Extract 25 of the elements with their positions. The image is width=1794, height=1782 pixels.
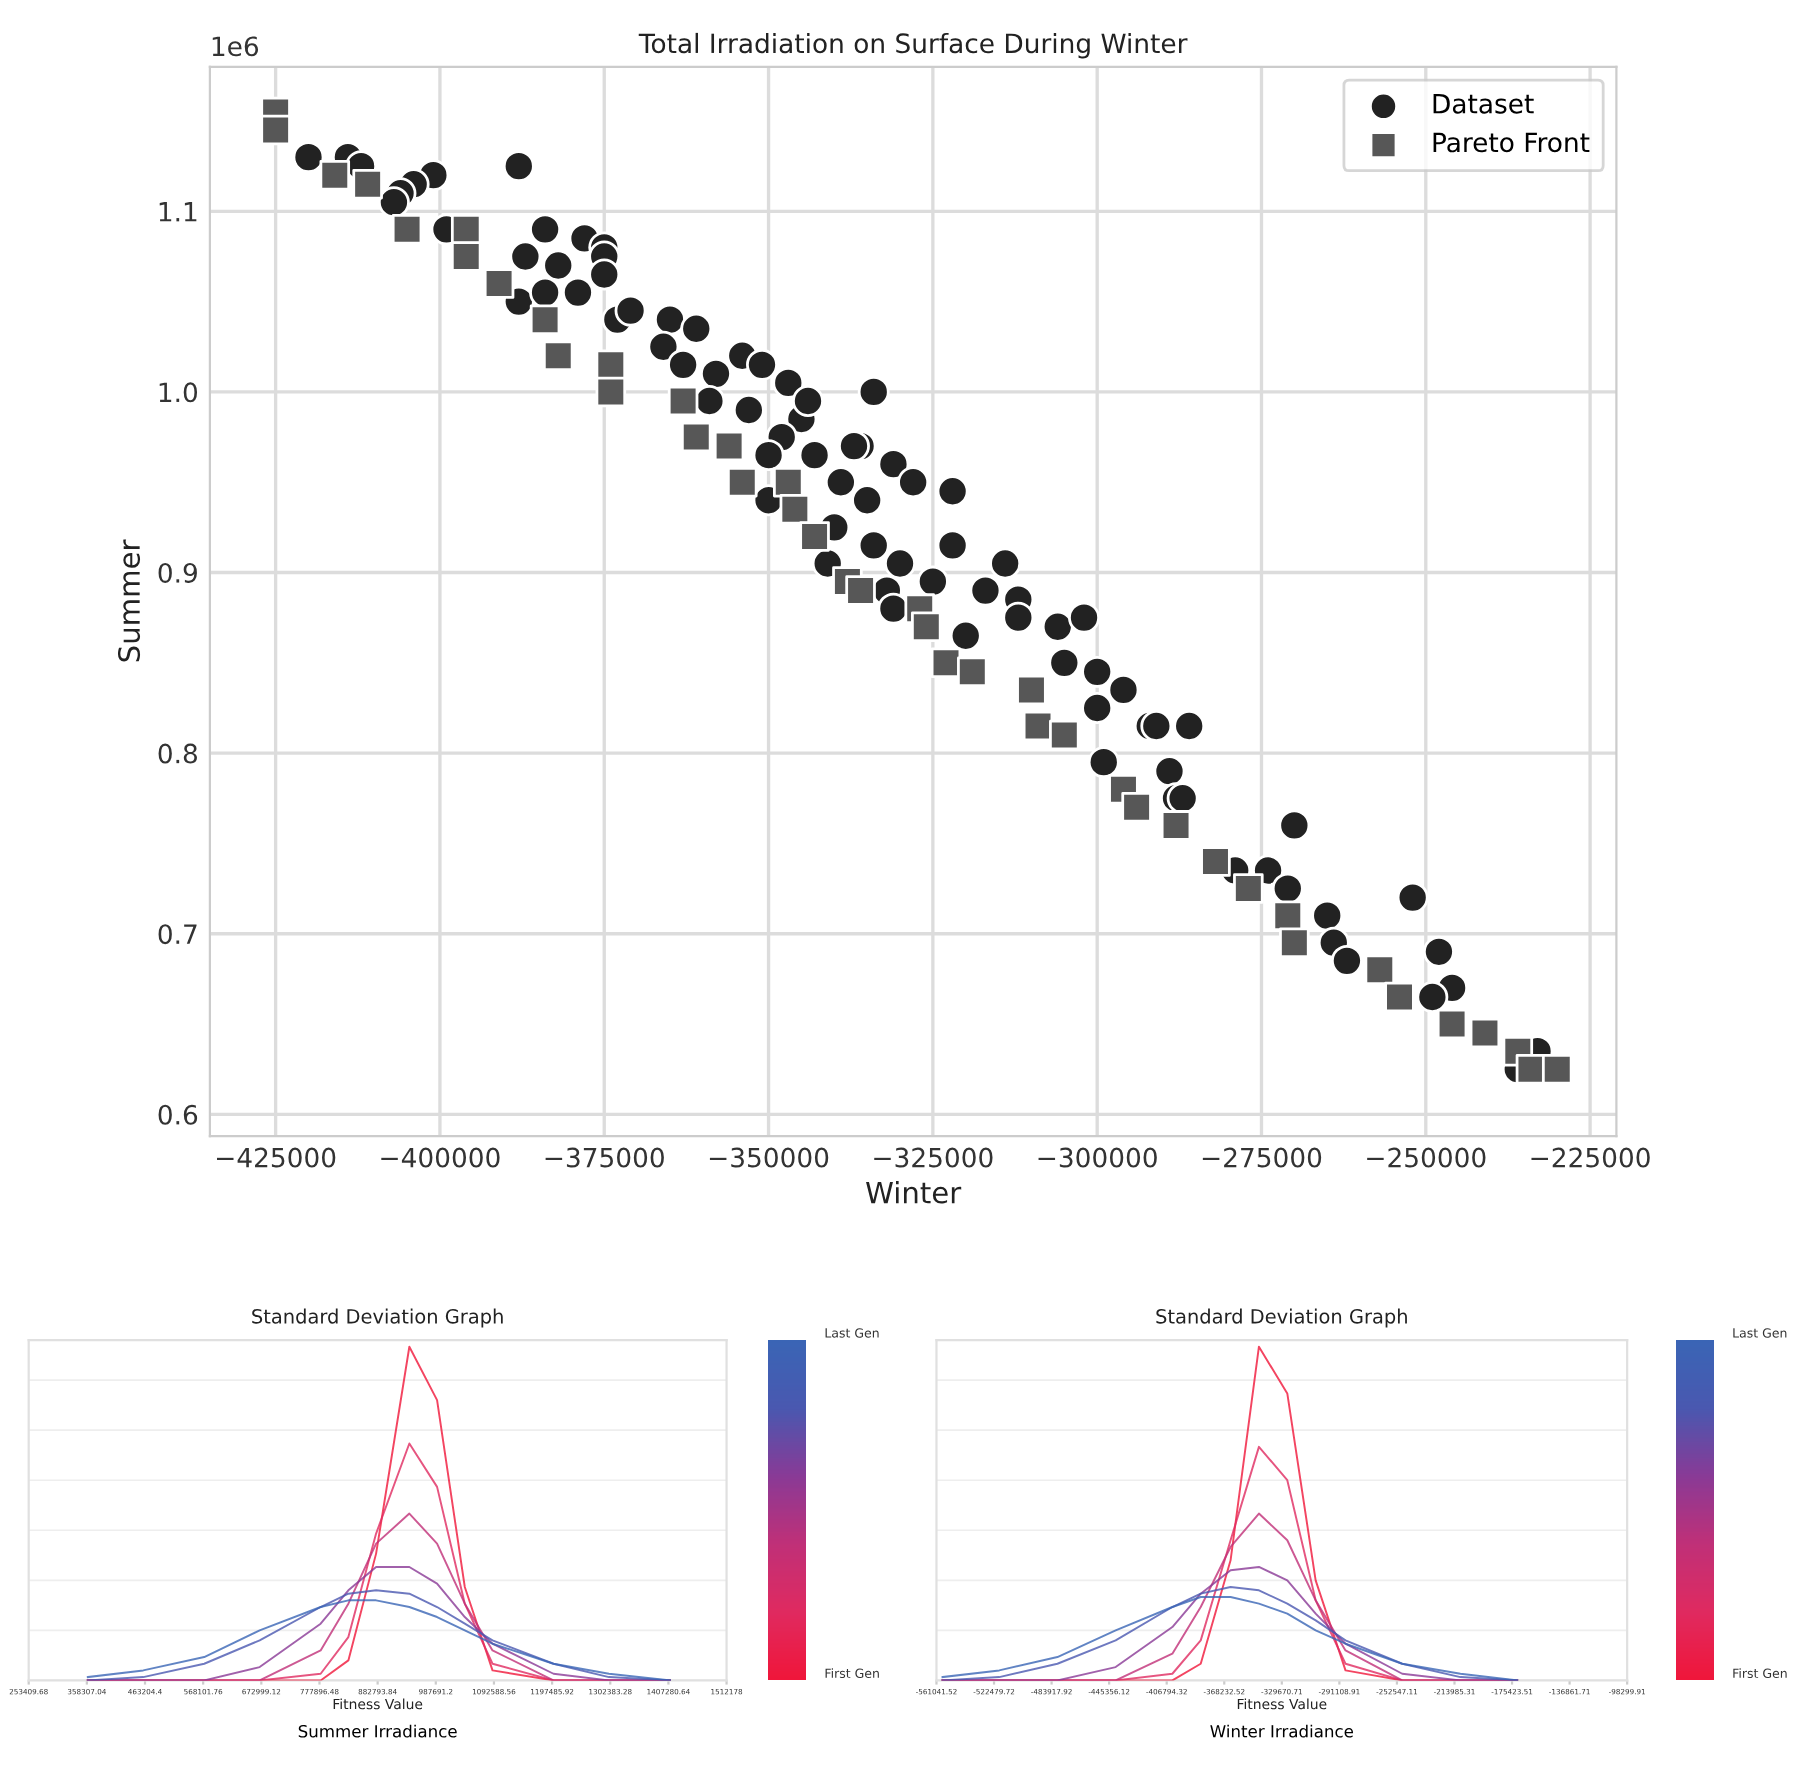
x-tick-label: −275000 <box>1202 1147 1322 1168</box>
y-tick-label: 1.0 <box>159 382 198 403</box>
y-tick-label: 0.7 <box>158 924 197 945</box>
x-tick-label: −350000 <box>709 1147 829 1168</box>
x-tick-label: −250000 <box>1367 1147 1486 1168</box>
y-axis-title: Summer <box>118 539 141 662</box>
x-tick-label: −375000 <box>545 1147 664 1168</box>
y-tick-label: 0.9 <box>158 562 197 583</box>
x-axis-title: Winter <box>866 1181 962 1204</box>
x-tick-label: −225000 <box>1531 1147 1650 1168</box>
x-tick-label: −325000 <box>874 1147 993 1168</box>
text: Winter Irradiance <box>1210 1724 1354 1738</box>
y-tick-label: 0.6 <box>158 1104 198 1125</box>
chart-title: Standard Deviation Graph <box>1156 1308 1407 1328</box>
chart-title: Total Irradiation on Surface During Winter <box>638 32 1188 59</box>
y-tick-label: 1.1 <box>159 202 197 222</box>
x-tick-label: −400000 <box>381 1147 500 1168</box>
y-tick-label: 0.8 <box>158 743 197 764</box>
legend-label: Pareto Front <box>1433 132 1590 153</box>
chart-title: Standard Deviation Graph <box>252 1308 503 1328</box>
text: Summer Irradiance <box>298 1724 457 1738</box>
x-tick-label: −300000 <box>1038 1147 1157 1168</box>
text: 1e6 <box>212 36 259 57</box>
legend-label: Dataset <box>1433 94 1534 114</box>
x-tick-label: −425000 <box>216 1147 336 1168</box>
